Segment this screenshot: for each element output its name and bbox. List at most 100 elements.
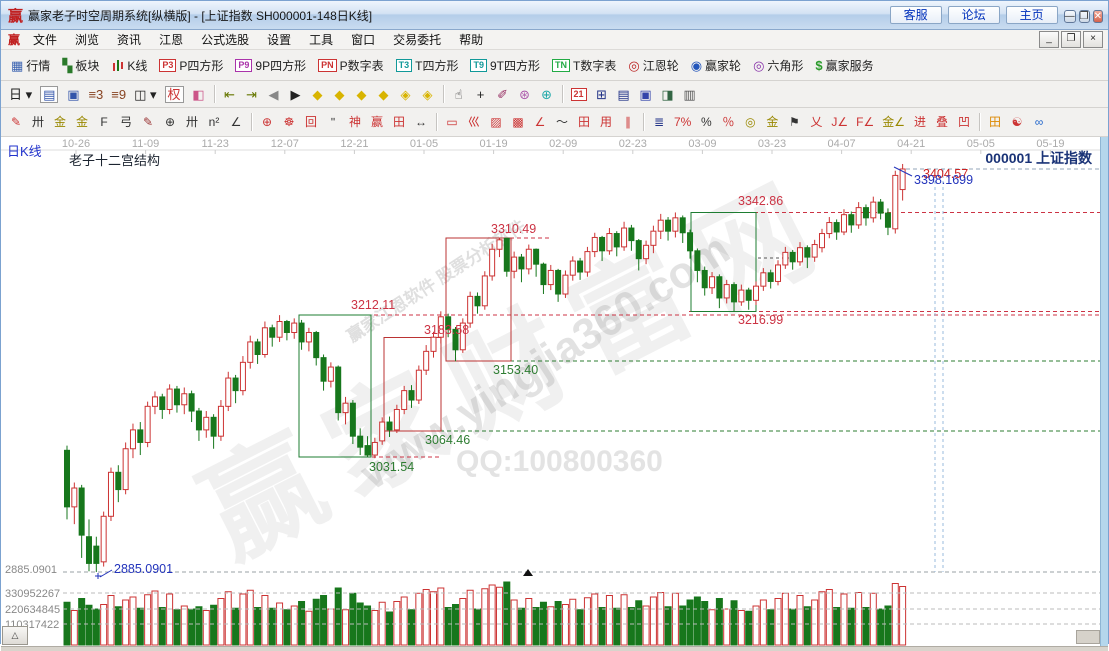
menu-item-4[interactable]: 公式选股 [201,33,250,47]
draw-pen-button[interactable]: ✎ [5,113,27,132]
calculator-button[interactable]: ⊞ [591,85,613,104]
bar-grid-button[interactable]: 卅 [181,113,203,132]
grid-lines-button[interactable]: 卅 [27,113,49,132]
first-bar-button[interactable]: ⇤ [219,85,241,104]
forum-button[interactable]: 论坛 [947,6,1000,24]
wave-line-button[interactable]: ～ [551,113,573,132]
menu-item-8[interactable]: 交易委托 [393,33,442,47]
notes-button[interactable]: ▤ [613,85,635,104]
percent-line-button[interactable]: ％ [717,113,739,132]
fan-lines-button[interactable]: 巛 [463,113,485,132]
p9-square-button[interactable]: P9 9P四方形 [229,55,312,76]
gann-wheel-button[interactable]: ◎ 江恩轮 [622,55,684,76]
angle-ruler-button[interactable]: ∠ [225,113,247,132]
prev-bar-button[interactable]: ◀ [263,85,285,104]
info-panel-button[interactable]: ▣ [62,85,84,104]
shen-grid-button[interactable]: 神 [344,113,366,132]
tab-daily-kline[interactable]: 日K线 [7,144,42,159]
regression-button[interactable]: 进 [909,113,931,132]
infinity-button[interactable]: ∞ [1028,113,1050,132]
price-flag-button[interactable]: ⚑ [783,113,805,132]
square-grid-button[interactable]: 田 [573,113,595,132]
gold-line-angle-button[interactable]: 金∠ [878,113,909,132]
nested-square-button[interactable]: 回 [300,113,322,132]
close-button[interactable]: ✕ [1092,10,1103,23]
rect-box-button[interactable]: ▭ [441,113,463,132]
t9-square-button[interactable]: T9 9T四方形 [464,55,546,76]
zoom-in-all-button[interactable]: ◈ [417,85,439,104]
yin-yang-button[interactable]: ☯ [1006,113,1028,132]
overlap-button[interactable]: 叠 [931,113,953,132]
fibonacci-grid-button[interactable]: F [93,113,115,132]
send-to-desktop-button[interactable]: ▥ [679,85,701,104]
quotes-button[interactable]: ▦ 行情 [5,55,56,76]
horizontal-band-button[interactable]: 凹 [953,113,975,132]
p-number-table-button[interactable]: PN P数字表 [312,55,390,76]
golden-grid-button[interactable]: 金 [49,113,71,132]
menu-item-6[interactable]: 工具 [309,33,334,47]
pan-hand-tool-button[interactable]: ☝ [448,85,470,104]
candlestick-chart[interactable]: 10-26 11-09 11-23 12-07 12-21 01-05 01-19 02-09… [1,137,1108,646]
save-chart-button[interactable]: ◨ [657,85,679,104]
shaded-box-button[interactable]: ▩ [507,113,529,132]
hexagon-button[interactable]: ◎ 六角形 [747,55,809,76]
p-square-button[interactable]: P3 P四方形 [153,55,229,76]
mdi-close-button[interactable]: × [1083,31,1103,48]
last-bar-button[interactable]: ⇥ [241,85,263,104]
trend-angle-button[interactable]: ∠ [529,113,551,132]
menu-item-3[interactable]: 江恩 [159,33,184,47]
minimize-button[interactable]: — [1063,10,1076,23]
gann-circle-button[interactable]: ⊕ [256,113,278,132]
menu-item-1[interactable]: 浏览 [75,33,100,47]
volume-colors-button[interactable]: ◧ [188,85,210,104]
mdi-minimize-button[interactable]: _ [1039,31,1059,48]
candle-style-dropdown-button[interactable]: ◫ ▾ [130,85,160,104]
homepage-button[interactable]: 主页 [1005,6,1058,24]
pan-left-button[interactable]: ◆ [307,85,329,104]
mdi-restore-button[interactable]: ❐ [1061,31,1081,48]
restore-rights-button[interactable]: 权 [161,84,188,105]
ying-grid-button[interactable]: 赢 [366,113,388,132]
double-quote-button[interactable]: ʺ [322,113,344,132]
golden-grid-2-button[interactable]: 金 [71,113,93,132]
customer-service-button[interactable]: 客服 [889,6,942,24]
golden-circle-button[interactable]: ◎ [739,113,761,132]
t-square-button[interactable]: T3 T四方形 [390,55,465,76]
n-square-button[interactable]: n² [203,113,225,132]
winner-wheel-button[interactable]: ◉ 赢家轮 [685,55,747,76]
overlay-3-button[interactable]: ≡3 [84,85,107,104]
number-grid-button[interactable]: 田 [388,113,410,132]
golden-section-button[interactable]: 金 [761,113,783,132]
crosshair-tool-button[interactable]: + [470,85,492,104]
zoom-in-horizontal-button[interactable]: ◆ [373,85,395,104]
menu-item-7[interactable]: 窗口 [351,33,376,47]
sectors-button[interactable]: ▚ 板块 [56,55,105,76]
expand-button[interactable]: △ [2,626,28,645]
menu-item-0[interactable]: 文件 [33,33,58,47]
gann-fan-av-button[interactable]: 乂 [805,113,827,132]
kline-button[interactable]: K线 [105,55,153,76]
pattern-tool-button[interactable]: ⊕ [536,85,558,104]
restore-button[interactable]: ❐ [1078,10,1090,23]
percent-7-button[interactable]: 7% [670,113,695,132]
square-grid-2-button[interactable]: 用 [595,113,617,132]
circle-cross-button[interactable]: ⊕ [159,113,181,132]
box-fan-button[interactable]: ▨ [485,113,507,132]
resize-grip[interactable] [1076,630,1100,644]
zoom-out-all-button[interactable]: ◈ [395,85,417,104]
draw-pen-2-button[interactable]: ✎ [137,113,159,132]
calendar-button[interactable]: 21 [567,86,591,103]
save-button[interactable]: ▣ [635,85,657,104]
menu-item-9[interactable]: 帮助 [459,33,484,47]
f-line-button[interactable]: F∠ [852,113,878,132]
magic-tool-button[interactable]: ⊛ [514,85,536,104]
menu-item-5[interactable]: 设置 [267,33,292,47]
price-measure-button[interactable]: ≣ [648,113,670,132]
j-line-button[interactable]: J∠ [827,113,852,132]
period-day-dropdown-button[interactable]: 日 ▾ [5,85,36,104]
gann-star-button[interactable]: ☸ [278,113,300,132]
spiral-button[interactable]: 弓 [115,113,137,132]
menu-item-2[interactable]: 资讯 [117,33,142,47]
overlay-9-button[interactable]: ≡9 [107,85,130,104]
winner-service-button[interactable]: $ 赢家服务 [809,55,879,76]
